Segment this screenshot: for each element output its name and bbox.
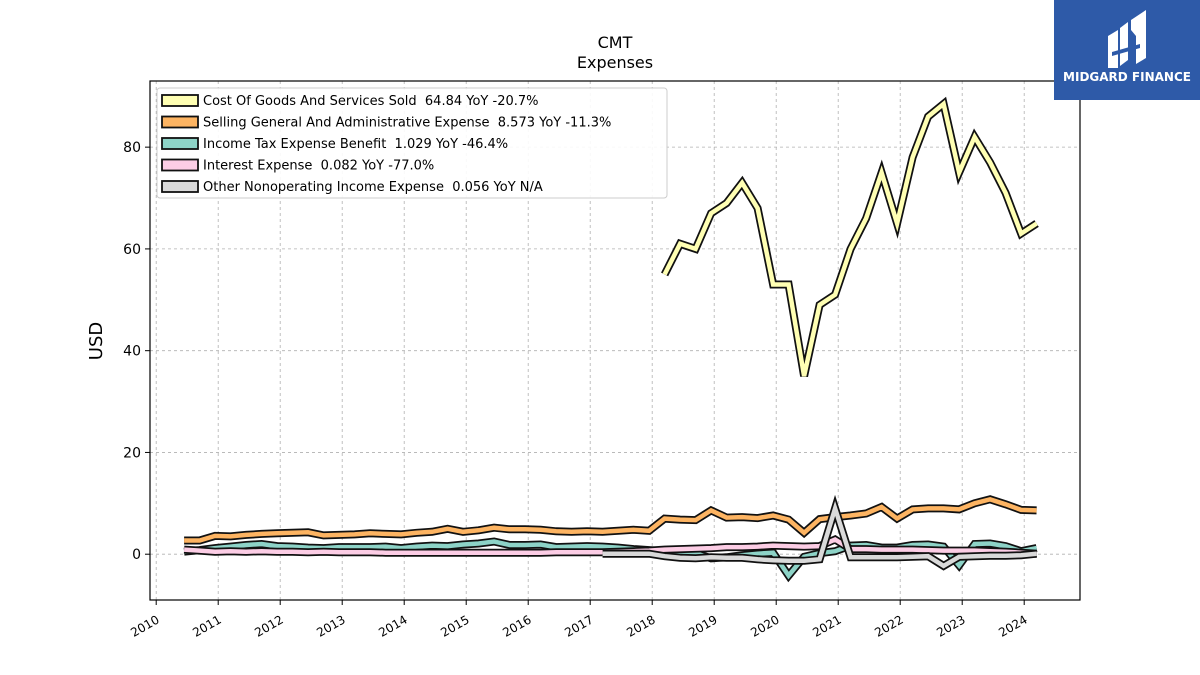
legend-swatch bbox=[161, 137, 199, 150]
legend-label: Interest Expense 0.082 YoY -77.0% bbox=[203, 159, 434, 174]
legend-swatch bbox=[161, 180, 199, 193]
legend-label: Selling General And Administrative Expen… bbox=[203, 116, 611, 131]
series-line bbox=[662, 99, 1038, 377]
series-2 bbox=[184, 495, 1037, 545]
legend-item: Other Nonoperating Income Expense 0.056 … bbox=[161, 180, 543, 195]
chart-title: CMT bbox=[598, 33, 633, 52]
y-tick-label: 80 bbox=[123, 140, 141, 156]
y-tick-label: 20 bbox=[123, 445, 141, 461]
series-line bbox=[184, 496, 1037, 543]
legend-swatch bbox=[161, 94, 199, 107]
series-line bbox=[602, 500, 1037, 569]
y-tick-label: 40 bbox=[123, 344, 141, 360]
series-5 bbox=[602, 494, 1037, 571]
legend-label: Other Nonoperating Income Expense 0.056 … bbox=[203, 180, 543, 195]
plot-frame bbox=[149, 80, 1081, 601]
midgard-finance-logo: MIDGARD FINANCE bbox=[1054, 0, 1200, 100]
series-lines bbox=[183, 96, 1039, 583]
legend-item: Selling General And Administrative Expen… bbox=[161, 115, 611, 131]
legend: Cost Of Goods And Services Sold 64.84 Yo… bbox=[156, 87, 668, 199]
legend-item: Cost Of Goods And Services Sold 64.84 Yo… bbox=[161, 94, 539, 109]
legend-swatch bbox=[161, 115, 199, 129]
legend-label: Income Tax Expense Benefit 1.029 YoY -46… bbox=[203, 137, 508, 152]
y-tick-label: 60 bbox=[123, 242, 141, 258]
y-tick-label: 0 bbox=[132, 547, 141, 563]
logo-mark-icon bbox=[1108, 10, 1146, 68]
legend-label: Cost Of Goods And Services Sold 64.84 Yo… bbox=[203, 94, 539, 109]
logo-wordmark: MIDGARD FINANCE bbox=[1063, 70, 1191, 84]
legend-box bbox=[156, 87, 668, 199]
legend-item: Interest Expense 0.082 YoY -77.0% bbox=[161, 158, 434, 174]
y-axis-label: USD bbox=[86, 322, 107, 360]
series-1 bbox=[661, 96, 1039, 377]
legend-item: Income Tax Expense Benefit 1.029 YoY -46… bbox=[161, 137, 508, 152]
legend-swatch bbox=[161, 158, 199, 172]
chart-subtitle: Expenses bbox=[577, 53, 653, 72]
